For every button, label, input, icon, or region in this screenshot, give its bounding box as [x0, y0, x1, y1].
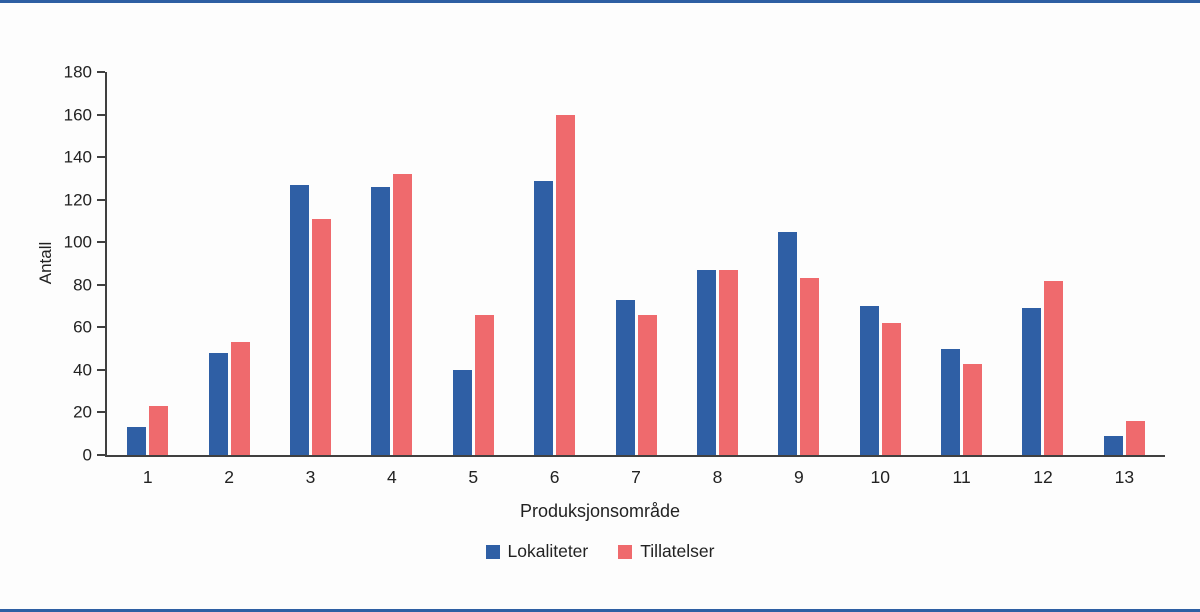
y-tick-label: 120	[63, 190, 92, 210]
bar-group	[433, 72, 514, 455]
bar-group	[840, 72, 921, 455]
legend-item-tillatelser: Tillatelser	[618, 541, 714, 562]
bar-lokaliteter	[452, 369, 472, 455]
bar-tillatelser	[637, 314, 657, 455]
y-tick-label: 60	[73, 317, 92, 337]
x-tick-label: 2	[224, 467, 234, 487]
y-tick-label: 0	[82, 445, 92, 465]
bar-lokaliteter	[941, 348, 961, 455]
plot-area	[105, 72, 1165, 457]
bar-tillatelser	[311, 218, 331, 455]
bar-group	[270, 72, 351, 455]
bar-lokaliteter	[289, 184, 309, 455]
x-tick-label: 3	[305, 467, 316, 487]
y-tick-marks	[97, 71, 105, 456]
x-axis-label: Produksjonsområde	[519, 501, 681, 521]
legend-swatch-tillatelser	[618, 544, 633, 559]
x-tick-label: 5	[468, 467, 479, 487]
bar-group	[351, 72, 432, 455]
y-tick-label: 80	[73, 275, 92, 295]
bar-group	[921, 72, 1002, 455]
y-tick-mark	[97, 283, 105, 286]
bar-lokaliteter	[208, 352, 228, 455]
bar-lokaliteter	[778, 231, 798, 455]
bar-lokaliteter	[859, 306, 879, 455]
y-tick-mark	[97, 326, 105, 329]
bar-lokaliteter	[127, 427, 147, 455]
bar-group	[758, 72, 839, 455]
x-tick-label: 9	[793, 467, 804, 487]
bar-group	[514, 72, 595, 455]
bar-group	[107, 72, 188, 455]
legend: Lokaliteter Tillatelser	[0, 541, 1200, 562]
bar-lokaliteter	[1022, 308, 1042, 455]
bar-group	[1084, 72, 1165, 455]
bar-lokaliteter	[534, 180, 554, 455]
bar-lokaliteter	[696, 269, 716, 455]
bar-group	[595, 72, 676, 455]
x-tick-label: 6	[549, 467, 560, 487]
y-tick-mark	[97, 241, 105, 244]
bottom-accent-rule	[0, 609, 1200, 612]
bar-tillatelser	[393, 174, 413, 455]
bar-tillatelser	[1044, 280, 1064, 455]
bar-tillatelser	[474, 314, 494, 455]
legend-label-lokaliteter: Lokaliteter	[507, 541, 589, 561]
plot-groups	[107, 72, 1165, 455]
top-accent-rule	[0, 0, 1200, 3]
bar-lokaliteter	[1103, 435, 1123, 455]
legend-item-lokaliteter: Lokaliteter	[485, 541, 589, 562]
x-tick-labels: 1 2 3 4 5 6 7 8 9 10 11 12 13	[107, 467, 1165, 488]
bar-lokaliteter	[615, 299, 635, 455]
x-tick-label: 7	[631, 467, 641, 487]
y-tick-mark	[97, 71, 105, 73]
x-tick-label: 13	[1114, 467, 1135, 487]
y-tick-label: 180	[63, 62, 92, 82]
bar-group	[1002, 72, 1083, 455]
y-tick-mark	[97, 156, 105, 159]
y-tick-label: 160	[63, 105, 92, 125]
bar-tillatelser	[230, 342, 250, 455]
bar-tillatelser	[963, 363, 983, 455]
bar-group	[188, 72, 269, 455]
bar-tillatelser	[718, 269, 738, 455]
x-tick-label: 11	[952, 467, 971, 487]
y-tick-label: 100	[63, 232, 92, 252]
x-tick-label: 1	[142, 467, 153, 487]
bar-tillatelser	[881, 323, 901, 455]
bar-tillatelser	[556, 114, 576, 455]
x-tick-label: 10	[870, 467, 890, 487]
y-tick-label: 140	[63, 147, 92, 167]
y-tick-mark	[97, 454, 105, 456]
legend-swatch-lokaliteter	[485, 544, 500, 559]
y-tick-mark	[97, 198, 105, 201]
bar-group	[677, 72, 758, 455]
y-tick-mark	[97, 411, 105, 414]
y-tick-labels: 0 20 40 60 80 100 120 140 160 180	[0, 64, 92, 464]
y-tick-mark	[97, 368, 105, 371]
y-tick-label: 40	[73, 360, 92, 380]
bar-lokaliteter	[371, 186, 391, 455]
bar-tillatelser	[1125, 420, 1145, 455]
legend-label-tillatelser: Tillatelser	[640, 541, 715, 561]
y-tick-label: 20	[73, 402, 92, 422]
bar-tillatelser	[800, 278, 820, 455]
x-tick-label: 12	[1033, 467, 1053, 487]
bar-tillatelser	[149, 406, 169, 455]
x-tick-label: 8	[712, 467, 723, 487]
x-tick-label: 4	[387, 467, 397, 487]
y-tick-mark	[97, 113, 105, 116]
